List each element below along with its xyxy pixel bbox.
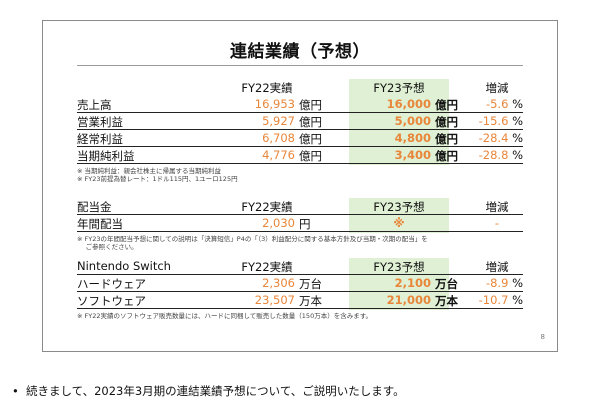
table-row: ソフトウェア 23,507 万本 21,000 万本 -10.7 % bbox=[77, 292, 523, 309]
fy23-value: ※ bbox=[393, 216, 405, 230]
footnote: ※ FY23の年間配当予想に関しての説明は「決算短信」P4の「（3）利益配分に関… bbox=[77, 235, 428, 243]
title-divider bbox=[77, 65, 523, 66]
fy23-unit: 億円 bbox=[435, 149, 458, 163]
table-row: ハードウェア 2,306 万台 2,100 万台 -8.9 % bbox=[77, 275, 523, 292]
row-label: 営業利益 bbox=[77, 115, 123, 129]
header-fy22: FY22実績 bbox=[241, 200, 293, 214]
switch-header-row: Nintendo Switch FY22実績 FY23予想 増減 bbox=[77, 258, 523, 275]
slide: 連結業績（予想） FY22実績 FY23予想 増減 売上高 16,953 億円 … bbox=[42, 20, 558, 352]
fy23-value: 2,100 bbox=[394, 276, 431, 290]
dividend-header-row: 配当金 FY22実績 FY23予想 増減 bbox=[77, 198, 523, 215]
fy22-value: 6,708 bbox=[262, 131, 295, 145]
fy22-value: 16,953 bbox=[254, 97, 295, 111]
results-header-row: FY22実績 FY23予想 増減 bbox=[77, 79, 523, 96]
header-fy23: FY23予想 bbox=[373, 81, 425, 95]
fy23-unit: 万台 bbox=[435, 277, 458, 291]
change-value: -5.6 % bbox=[485, 97, 523, 111]
footnote: ※ 当期純利益：親会社株主に帰属する当期純利益 bbox=[77, 167, 222, 175]
header-change: 増減 bbox=[485, 81, 509, 95]
table-row: 当期純利益 4,776 億円 3,400 億円 -28.8 % bbox=[77, 147, 523, 164]
fy23-unit: 億円 bbox=[435, 115, 458, 129]
header-fy23: FY23予想 bbox=[373, 200, 425, 214]
fy23-unit: 万本 bbox=[435, 294, 458, 308]
fy23-value: 5,000 bbox=[394, 114, 431, 128]
row-label: 年間配当 bbox=[77, 217, 123, 231]
speaker-note-text: 続きまして、2023年3月期の連結業績予想について、ご説明いたします。 bbox=[26, 384, 405, 398]
fy22-value: 23,507 bbox=[254, 293, 295, 307]
fy22-value: 5,927 bbox=[262, 114, 295, 128]
footnote: ご参照ください。 bbox=[77, 243, 138, 251]
slide-title: 連結業績（予想） bbox=[230, 42, 370, 62]
fy23-value: 21,000 bbox=[386, 293, 431, 307]
fy22-unit: 万本 bbox=[299, 294, 322, 308]
header-label: 配当金 bbox=[77, 200, 112, 214]
header-fy22: FY22実績 bbox=[241, 260, 293, 274]
fy22-unit: 万台 bbox=[299, 277, 322, 291]
row-label: 当期純利益 bbox=[77, 149, 135, 163]
footnote: ※ FY23前提為替レート：1ドル115円、1ユーロ125円 bbox=[77, 175, 238, 183]
header-fy23: FY23予想 bbox=[373, 260, 425, 274]
fy23-value: 3,400 bbox=[394, 148, 431, 162]
fy22-unit: 億円 bbox=[299, 115, 322, 129]
switch-units-table: Nintendo Switch FY22実績 FY23予想 増減 ハードウェア … bbox=[77, 258, 523, 328]
row-label: 経常利益 bbox=[77, 132, 123, 146]
results-table: FY22実績 FY23予想 増減 売上高 16,953 億円 16,000 億円… bbox=[77, 79, 523, 191]
fy23-highlight-column bbox=[349, 198, 449, 233]
fy23-highlight-column bbox=[349, 258, 449, 310]
fy23-value: 16,000 bbox=[386, 97, 431, 111]
fy23-unit: 億円 bbox=[435, 132, 458, 146]
fy22-unit: 億円 bbox=[299, 132, 322, 146]
header-fy22: FY22実績 bbox=[241, 81, 293, 95]
change-value: -28.8 % bbox=[478, 148, 523, 162]
fy22-unit: 円 bbox=[299, 217, 311, 231]
header-change: 増減 bbox=[485, 260, 509, 274]
dividend-table: 配当金 FY22実績 FY23予想 増減 年間配当 2,030 円 ※ - ※ … bbox=[77, 198, 523, 256]
row-label: ハードウェア bbox=[77, 277, 146, 291]
fy22-value: 2,030 bbox=[262, 216, 295, 230]
change-value: -15.6 % bbox=[478, 114, 523, 128]
fy22-value: 4,776 bbox=[262, 148, 295, 162]
fy23-highlight-column bbox=[349, 79, 449, 165]
fy22-unit: 億円 bbox=[299, 98, 322, 112]
row-label: 売上高 bbox=[77, 98, 112, 112]
table-row: 売上高 16,953 億円 16,000 億円 -5.6 % bbox=[77, 96, 523, 113]
header-change: 増減 bbox=[485, 200, 509, 214]
table-row: 年間配当 2,030 円 ※ - bbox=[77, 215, 523, 232]
footnote: ※ FY22実績のソフトウェア販売数量には、ハードに同梱して販売した数量（150… bbox=[77, 312, 373, 320]
speaker-note: • 続きまして、2023年3月期の連結業績予想について、ご説明いたします。 bbox=[12, 383, 405, 399]
change-value: -8.9 % bbox=[485, 276, 523, 290]
fy23-value: 4,800 bbox=[394, 131, 431, 145]
change-value: -28.4 % bbox=[478, 131, 523, 145]
header-label: Nintendo Switch bbox=[77, 259, 171, 273]
row-label: ソフトウェア bbox=[77, 294, 146, 308]
fy22-value: 2,306 bbox=[262, 276, 295, 290]
bullet-icon: • bbox=[12, 384, 19, 398]
fy23-unit: 億円 bbox=[435, 98, 458, 112]
page-number: 8 bbox=[540, 333, 545, 341]
fy22-unit: 億円 bbox=[299, 149, 322, 163]
table-row: 営業利益 5,927 億円 5,000 億円 -15.6 % bbox=[77, 113, 523, 130]
change-value: -10.7 % bbox=[478, 293, 523, 307]
change-value: - bbox=[494, 216, 500, 230]
table-row: 経常利益 6,708 億円 4,800 億円 -28.4 % bbox=[77, 130, 523, 147]
